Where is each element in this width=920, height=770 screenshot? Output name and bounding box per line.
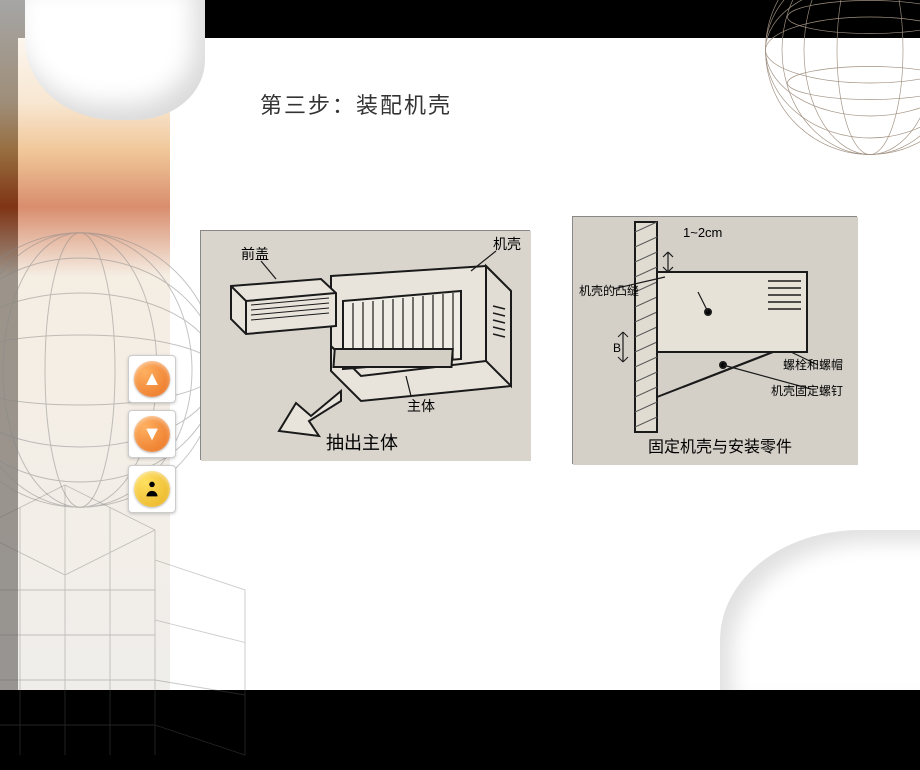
figure-extract-body: 前盖 机壳 主体 抽出主体 xyxy=(200,230,530,460)
nav-home-button[interactable] xyxy=(128,465,176,513)
sphere-decor-left xyxy=(0,230,220,510)
label-shell: 机壳 xyxy=(493,236,521,252)
home-icon xyxy=(134,471,170,507)
figure-fix-shell: 1~2cm 机壳的凸缝 B 螺栓和螺帽 机壳固定螺钉 固定机壳与安装零件 xyxy=(572,216,857,464)
caption-left: 抽出主体 xyxy=(326,433,398,453)
label-screw: 机壳固定螺钉 xyxy=(771,383,843,398)
caption-right: 固定机壳与安装零件 xyxy=(648,438,792,456)
sphere-decor-top-right xyxy=(760,0,920,160)
nav-down-glyph: ▼ xyxy=(142,423,162,446)
label-bolt: 螺栓和螺帽 xyxy=(783,357,843,372)
building-wireframe-decor xyxy=(0,470,260,770)
label-gap: 1~2cm xyxy=(683,225,722,240)
slide-title: 第三步：装配机壳 xyxy=(260,88,452,120)
label-b: B xyxy=(613,341,621,355)
arrow-down-icon: ▼ xyxy=(134,416,170,452)
nav-up-button[interactable]: ▲ xyxy=(128,355,176,403)
label-front-cover: 前盖 xyxy=(241,246,269,262)
arrow-up-icon: ▲ xyxy=(134,361,170,397)
nav-up-glyph: ▲ xyxy=(142,368,162,391)
label-body: 主体 xyxy=(407,398,435,414)
label-seam: 机壳的凸缝 xyxy=(579,283,639,298)
nav-down-button[interactable]: ▼ xyxy=(128,410,176,458)
